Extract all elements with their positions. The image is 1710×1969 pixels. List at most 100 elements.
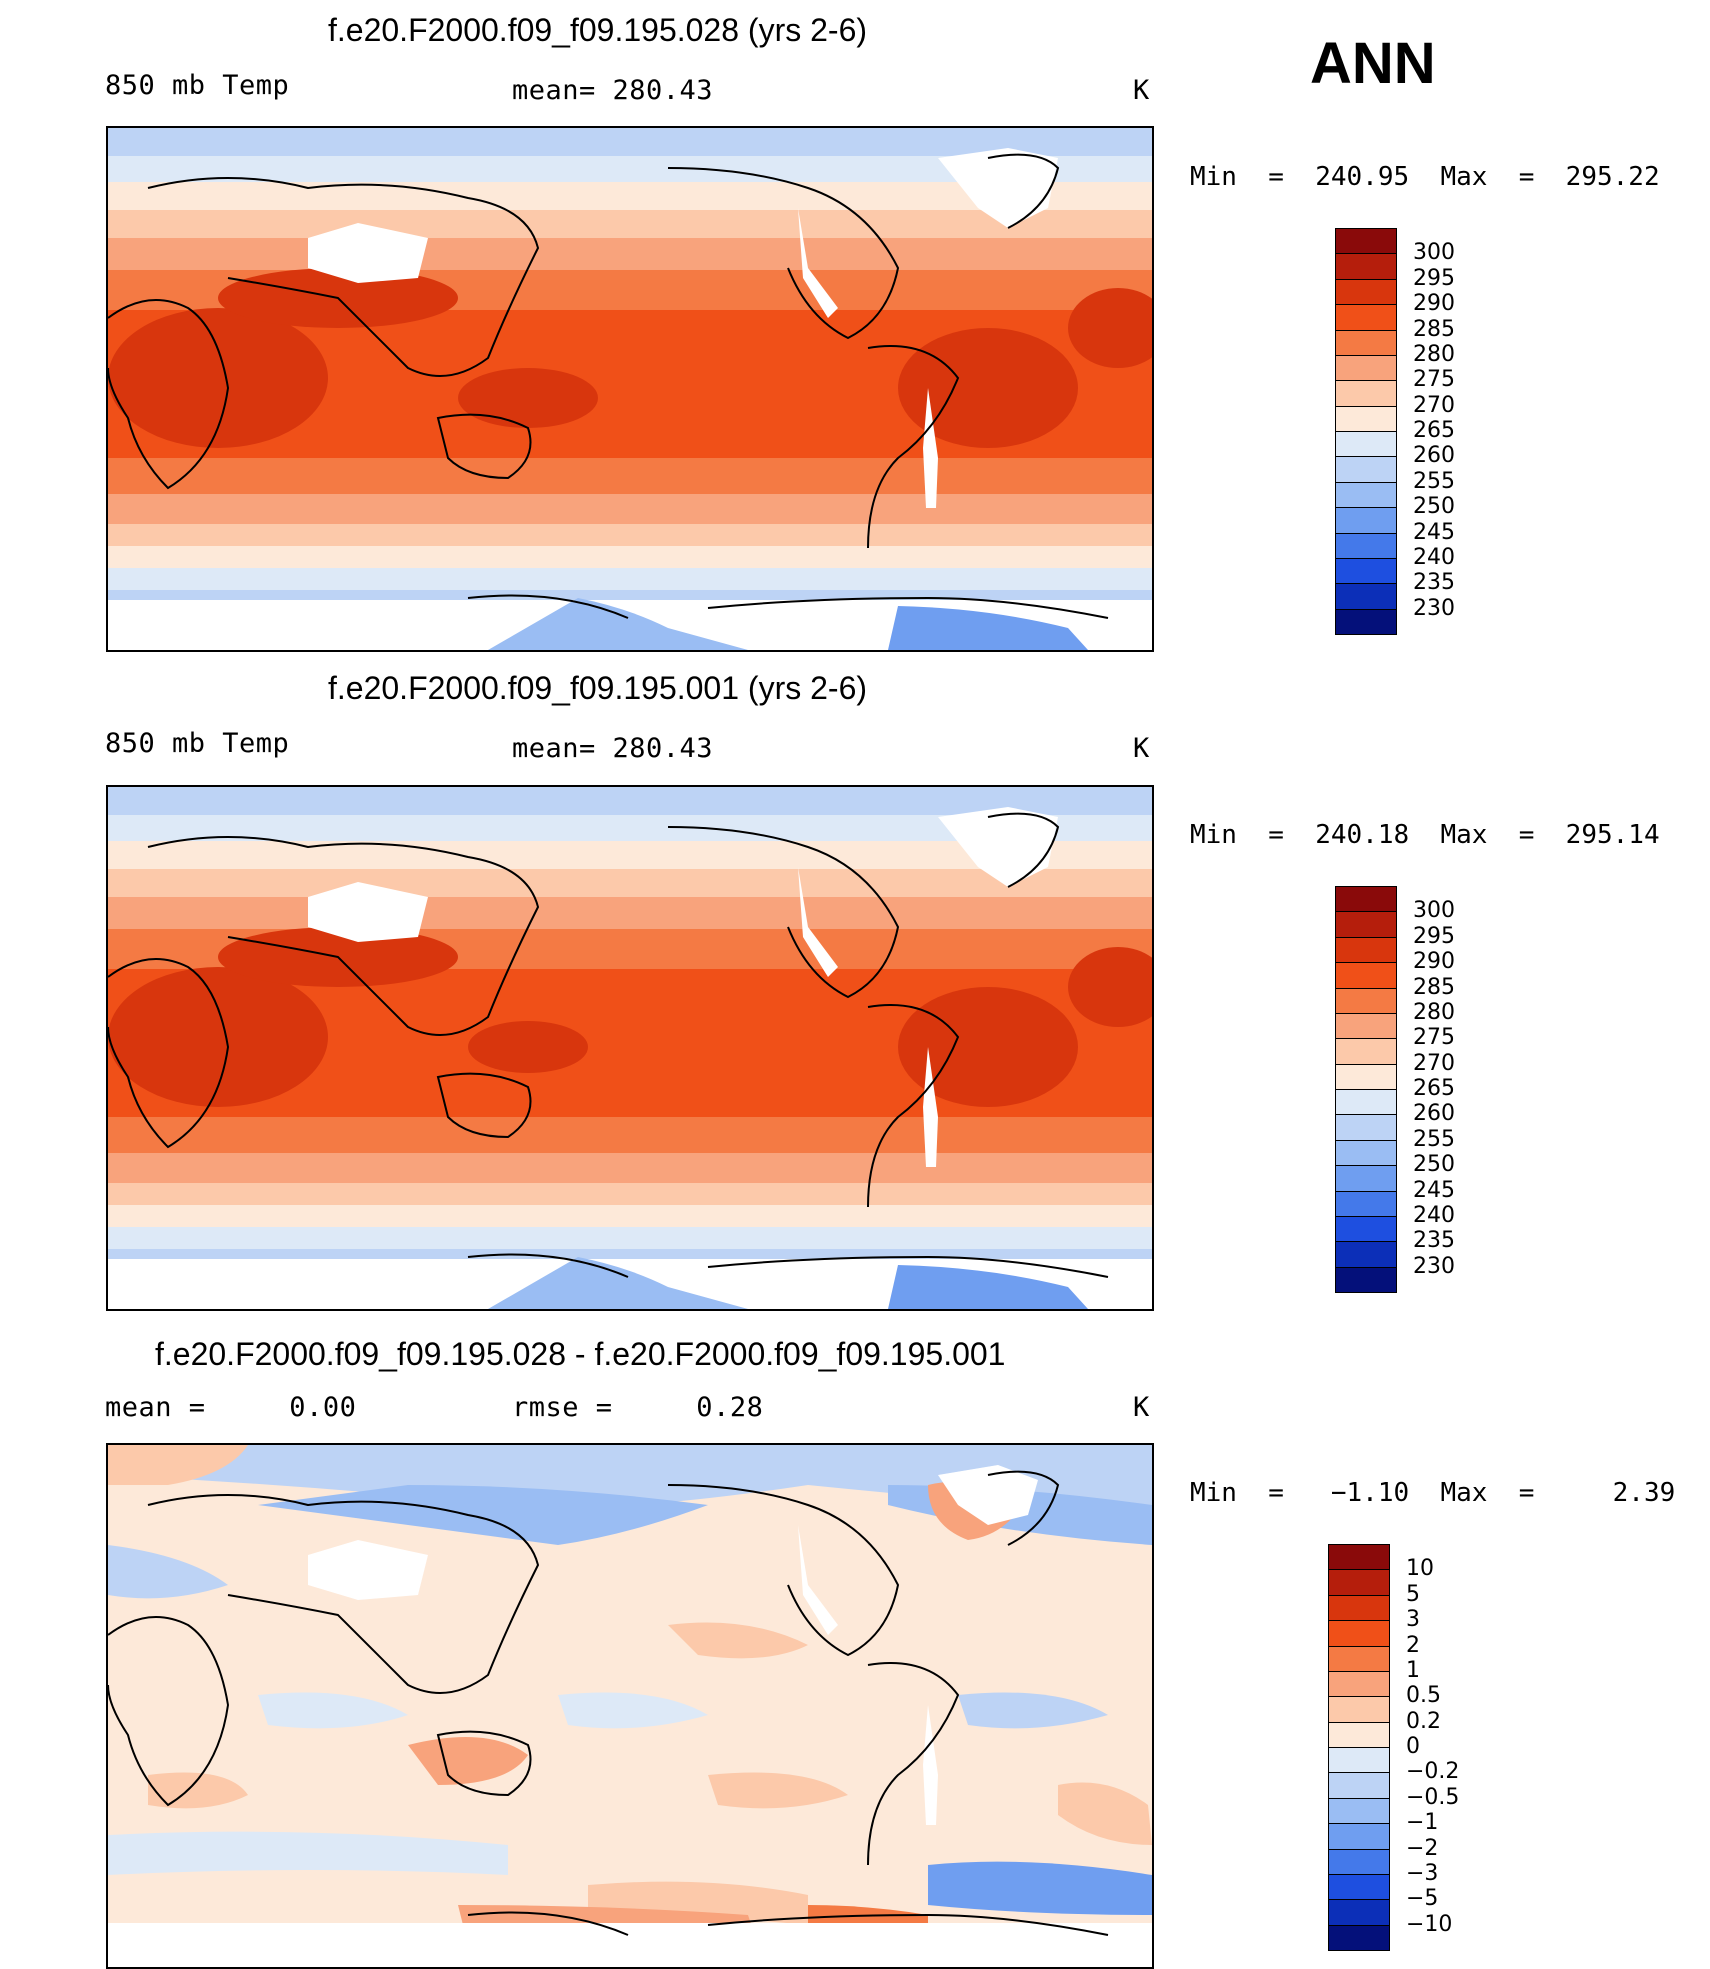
colorbar-swatch [1335, 507, 1397, 534]
colorbar-swatch [1335, 278, 1397, 306]
colorbar-label: 230 [1413, 1253, 1455, 1279]
colorbar-swatch [1328, 1772, 1390, 1799]
colorbar-label: 250 [1413, 494, 1455, 520]
panel-3-mean: mean = 0.00 [105, 1392, 357, 1423]
colorbar-swatch [1335, 608, 1397, 635]
colorbar-label: 280 [1413, 999, 1455, 1025]
colorbar-swatch [1328, 1924, 1390, 1951]
colorbar-swatch [1335, 329, 1397, 356]
colorbar-label: −0.2 [1406, 1759, 1460, 1785]
colorbar-swatch [1335, 936, 1397, 964]
panel-2-map [106, 785, 1154, 1311]
colorbar-label: 260 [1413, 443, 1455, 469]
colorbar-swatch [1335, 253, 1397, 280]
colorbar-label: 0.5 [1406, 1683, 1441, 1709]
colorbar-swatch [1335, 431, 1397, 458]
colorbar-label: −5 [1406, 1886, 1439, 1912]
panel-2-variable: 850 mb Temp [105, 728, 290, 759]
colorbar-swatch [1335, 1190, 1397, 1217]
colorbar-label: 275 [1413, 367, 1455, 393]
panel-1-units: K [1133, 75, 1150, 106]
colorbar-label: 290 [1413, 949, 1455, 975]
colorbar-swatch [1328, 1569, 1390, 1596]
colorbar-swatch [1335, 987, 1397, 1014]
colorbar-swatch [1335, 1139, 1397, 1167]
colorbar-swatch [1328, 1848, 1390, 1875]
colorbar-swatch [1328, 1594, 1390, 1622]
panel-2-title: f.e20.F2000.f09_f09.195.001 (yrs 2-6) [328, 670, 868, 706]
colorbar-label: 295 [1413, 923, 1455, 949]
panel-3-minmax: Min = −1.10 Max = 2.39 [1190, 1478, 1676, 1508]
colorbar-label: 245 [1413, 1177, 1455, 1203]
colorbar-swatch [1335, 354, 1397, 382]
colorbar-swatch [1335, 481, 1397, 509]
colorbar-swatch [1335, 456, 1397, 483]
colorbar-swatch [1335, 1012, 1397, 1040]
colorbar-label: 255 [1413, 468, 1455, 494]
panel-3-map [106, 1443, 1154, 1969]
colorbar-label: 230 [1413, 595, 1455, 621]
colorbar-label: −3 [1406, 1860, 1439, 1886]
colorbar-swatch [1335, 886, 1397, 913]
colorbar-swatch [1328, 1797, 1390, 1825]
colorbar-swatch [1335, 1165, 1397, 1192]
colorbar-swatch [1335, 532, 1397, 559]
colorbar-label: 260 [1413, 1101, 1455, 1127]
colorbar-label: 265 [1413, 1076, 1455, 1101]
colorbar-swatch [1335, 1089, 1397, 1116]
colorbar-label: 3 [1406, 1607, 1420, 1633]
colorbar-label: 1 [1406, 1657, 1420, 1683]
colorbar-label: 290 [1413, 291, 1455, 317]
colorbar-label: 235 [1413, 1228, 1455, 1254]
colorbar-label: 265 [1413, 418, 1455, 443]
colorbar-label: 300 [1413, 898, 1455, 924]
colorbar-label: 245 [1413, 519, 1455, 545]
panel-1-mean: mean= 280.43 [512, 75, 714, 106]
colorbar-label: 240 [1413, 1202, 1455, 1228]
colorbar-swatch [1335, 405, 1397, 432]
colorbar-swatch [1335, 1215, 1397, 1243]
colorbar-label: −1 [1406, 1810, 1439, 1836]
colorbar-swatch [1335, 1266, 1397, 1293]
colorbar-swatch [1328, 1696, 1390, 1723]
colorbar-swatch [1328, 1823, 1390, 1850]
colorbar-swatch [1328, 1873, 1390, 1901]
panel-1-colorbar: 300 295 290 285 280 275 270 265 260 255 250 245 240 2… [1335, 228, 1495, 642]
panel-1-minmax: Min = 240.95 Max = 295.22 [1190, 162, 1660, 192]
colorbar-swatch [1335, 962, 1397, 989]
colorbar-swatch [1328, 1670, 1390, 1698]
colorbar-label: 0.2 [1406, 1708, 1441, 1734]
colorbar-label: 240 [1413, 544, 1455, 570]
colorbar-swatch [1328, 1747, 1390, 1774]
colorbar-swatch [1335, 1241, 1397, 1268]
colorbar-swatch [1328, 1899, 1390, 1926]
colorbar-swatch [1335, 911, 1397, 938]
colorbar-swatch [1335, 228, 1397, 255]
panel-2-colorbar: 300 295 290 285 280 275 270 265 260 255 250 245 240 2… [1335, 886, 1495, 1300]
panel-1-map [106, 126, 1154, 652]
panel-3-units: K [1133, 1392, 1150, 1423]
colorbar-swatch [1328, 1721, 1390, 1748]
colorbar-label: 275 [1413, 1025, 1455, 1051]
panel-2-units: K [1133, 733, 1150, 764]
colorbar-label: 0 [1406, 1734, 1420, 1759]
colorbar-swatch [1335, 380, 1397, 407]
colorbar-label: 10 [1406, 1556, 1434, 1582]
colorbar-label: 2 [1406, 1632, 1420, 1658]
colorbar-label: 300 [1413, 240, 1455, 266]
panel-3-title: f.e20.F2000.f09_f09.195.028 - f.e20.F200… [155, 1336, 1006, 1372]
colorbar-swatch [1335, 1038, 1397, 1065]
panel-1-variable: 850 mb Temp [105, 70, 290, 101]
colorbar-label: 5 [1406, 1581, 1420, 1607]
panel-3-colorbar: 10 5 3 2 1 0.5 0.2 0 −0.2 −0.5 −1 −2 −3 −5 −10 [1328, 1544, 1488, 1958]
colorbar-label: 270 [1413, 1050, 1455, 1076]
season-label: ANN [1310, 31, 1436, 96]
colorbar-label: 285 [1413, 974, 1455, 1000]
colorbar-label: 250 [1413, 1152, 1455, 1178]
colorbar-label: −10 [1406, 1911, 1453, 1937]
colorbar-swatch [1328, 1544, 1390, 1571]
colorbar-label: 285 [1413, 316, 1455, 342]
panel-2-minmax: Min = 240.18 Max = 295.14 [1190, 820, 1660, 850]
colorbar-swatch [1335, 1063, 1397, 1090]
colorbar-swatch [1335, 1114, 1397, 1141]
